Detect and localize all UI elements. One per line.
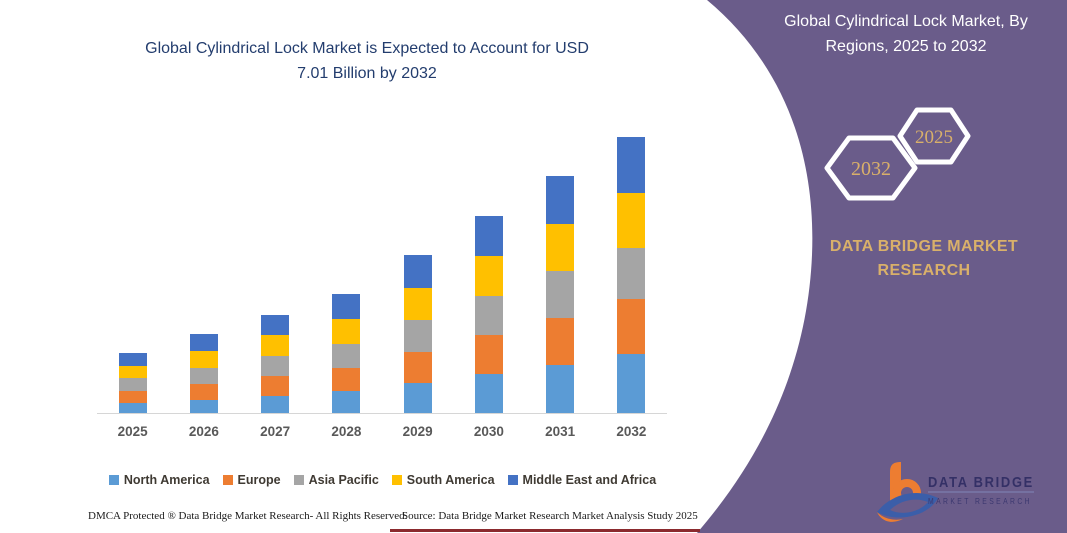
bar-segment-2030-europe — [474, 335, 503, 375]
bar-segment-2026-south-america — [189, 351, 218, 368]
legend-label-north-america: North America — [123, 473, 210, 487]
x-axis-label-2025: 2025 — [117, 424, 148, 439]
bar-segment-2028-europe — [332, 367, 361, 392]
legend-item-south-america: South America — [391, 473, 495, 487]
bar-segment-2027-asia-pacific — [261, 355, 290, 377]
brand-text-line2: RESEARCH — [877, 262, 971, 279]
legend-swatch-asia-pacific — [293, 475, 304, 485]
bar-segment-2031-asia-pacific — [546, 271, 575, 318]
x-axis-label-2028: 2028 — [331, 424, 362, 439]
bar-segment-2026-north-america — [189, 399, 218, 413]
chart-title-line2: 7.01 Billion by 2032 — [297, 64, 437, 82]
bar-segment-2031-middle-east-and-africa — [546, 176, 575, 225]
legend-label-south-america: South America — [406, 473, 495, 487]
bar-segment-2032-middle-east-and-africa — [617, 137, 646, 194]
bar-segment-2028-north-america — [332, 391, 361, 413]
bar-segment-2025-south-america — [118, 365, 147, 379]
bar-segment-2030-asia-pacific — [474, 295, 503, 336]
chart-title: Global Cylindrical Lock Market is Expect… — [97, 37, 637, 87]
footer-source-text: Source: Data Bridge Market Research Mark… — [402, 510, 698, 522]
bar-segment-2032-europe — [617, 298, 646, 354]
bar-segment-2025-europe — [118, 391, 147, 404]
bar-segment-2025-middle-east-and-africa — [118, 353, 147, 366]
logo-line1: DATA BRIDGE — [928, 474, 1034, 491]
x-axis-labels: 2025 2026 2027 2028 2029 2030 2031 2032 — [97, 424, 667, 439]
bar-2026 — [189, 334, 218, 413]
bar-segment-2029-middle-east-and-africa — [403, 255, 432, 288]
legend-label-europe: Europe — [237, 473, 281, 487]
plot-area — [97, 120, 667, 414]
bar-segment-2028-middle-east-and-africa — [332, 294, 361, 320]
x-axis-label-2027: 2027 — [260, 424, 291, 439]
bar-segment-2027-europe — [261, 376, 290, 396]
logo-wordmark: DATA BRIDGE MARKET RESEARCH — [928, 474, 1034, 506]
bar-2031 — [546, 176, 575, 413]
brand-text-line1: DATA BRIDGE MARKET — [829, 238, 1019, 255]
bar-segment-2030-middle-east-and-africa — [474, 216, 503, 256]
legend-swatch-europe — [222, 475, 233, 485]
bar-segment-2032-asia-pacific — [617, 247, 646, 299]
bar-segment-2027-south-america — [261, 335, 290, 356]
legend-item-europe: Europe — [222, 473, 281, 487]
bar-segment-2029-asia-pacific — [403, 320, 432, 352]
bar-segment-2028-south-america — [332, 319, 361, 344]
legend-label-middle-east-and-africa: Middle East and Africa — [522, 473, 657, 487]
x-axis-label-2031: 2031 — [545, 424, 576, 439]
bar-segment-2029-europe — [403, 351, 432, 384]
legend-swatch-north-america — [108, 475, 119, 485]
footer-dmca-text: DMCA Protected ® Data Bridge Market Rese… — [88, 510, 408, 522]
bar-segment-2026-europe — [189, 383, 218, 400]
bar-2025 — [118, 353, 147, 413]
legend-item-middle-east-and-africa: Middle East and Africa — [507, 473, 657, 487]
hexagon-2032: 2032 — [824, 135, 918, 201]
bar-2028 — [332, 294, 361, 413]
brand-text: DATA BRIDGE MARKET RESEARCH — [806, 235, 1042, 283]
x-axis-label-2029: 2029 — [402, 424, 433, 439]
bar-segment-2025-north-america — [118, 403, 147, 413]
bar-segment-2029-north-america — [403, 383, 432, 413]
legend-item-asia-pacific: Asia Pacific — [293, 473, 379, 487]
hexagon-2032-label: 2032 — [851, 158, 891, 180]
x-axis-label-2026: 2026 — [188, 424, 219, 439]
bar-segment-2030-south-america — [474, 255, 503, 296]
bar-segment-2031-europe — [546, 317, 575, 365]
hexagon-year-badges: 2025 2032 — [824, 107, 971, 201]
legend-swatch-middle-east-and-africa — [507, 475, 518, 485]
legend-label-asia-pacific: Asia Pacific — [308, 473, 379, 487]
logo-line2: MARKET RESEARCH — [928, 496, 1032, 506]
bar-segment-2032-south-america — [617, 193, 646, 248]
bar-segment-2027-north-america — [261, 395, 290, 413]
dbmr-logo: DATA BRIDGE MARKET RESEARCH — [877, 462, 1034, 522]
bar-segment-2025-asia-pacific — [118, 378, 147, 392]
hexagon-2025: 2025 — [897, 107, 971, 165]
bar-segment-2029-south-america — [403, 287, 432, 321]
chart-title-line1: Global Cylindrical Lock Market is Expect… — [145, 40, 589, 57]
x-axis-label-2030: 2030 — [473, 424, 504, 439]
bar-2030 — [474, 216, 503, 413]
x-axis-label-2032: 2032 — [616, 424, 647, 439]
bar-segment-2032-north-america — [617, 353, 646, 413]
bar-segment-2027-middle-east-and-africa — [261, 314, 290, 336]
bottom-accent-line — [390, 529, 700, 532]
bar-segment-2026-middle-east-and-africa — [189, 334, 218, 352]
bar-2027 — [261, 314, 290, 413]
bar-segment-2031-north-america — [546, 365, 575, 413]
legend-swatch-south-america — [391, 475, 402, 485]
bar-segment-2031-south-america — [546, 224, 575, 272]
bar-segment-2028-asia-pacific — [332, 343, 361, 368]
bar-2029 — [403, 255, 432, 413]
bar-2032 — [617, 137, 646, 413]
legend: North America Europe Asia Pacific South Ame… — [60, 473, 705, 487]
legend-item-north-america: North America — [108, 473, 210, 487]
logo-mark-icon — [877, 462, 938, 522]
bar-segment-2026-asia-pacific — [189, 367, 218, 384]
side-panel-shape — [697, 0, 1067, 533]
hexagon-2025-label: 2025 — [915, 127, 953, 148]
bar-segment-2030-north-america — [474, 374, 503, 413]
side-panel-title: Global Cylindrical Lock Market, By Regio… — [784, 13, 1028, 55]
